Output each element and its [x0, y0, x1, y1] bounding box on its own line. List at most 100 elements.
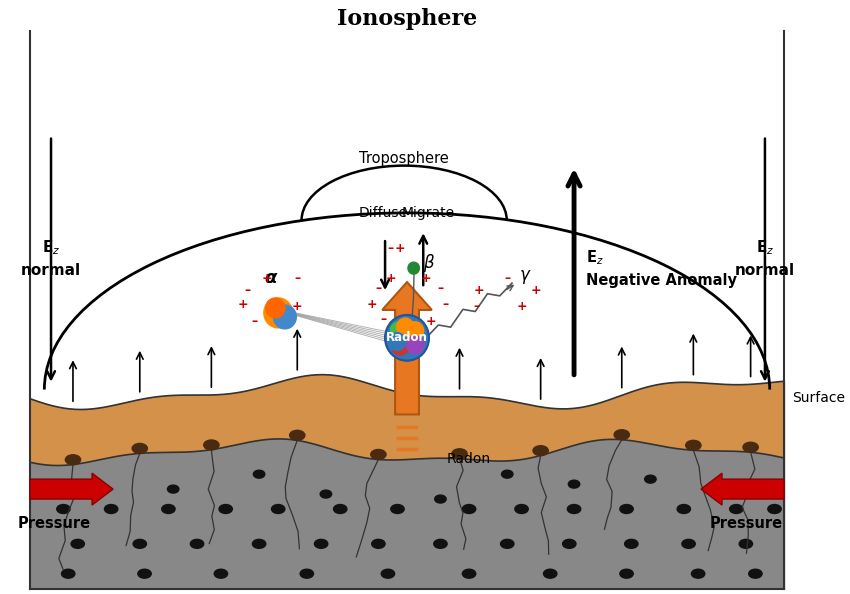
- Text: Radon: Radon: [386, 331, 428, 345]
- Ellipse shape: [434, 495, 446, 503]
- Circle shape: [264, 298, 292, 328]
- Ellipse shape: [462, 504, 476, 513]
- Ellipse shape: [371, 450, 386, 459]
- Text: E$_z$
normal: E$_z$ normal: [21, 238, 81, 278]
- Ellipse shape: [132, 444, 147, 453]
- Ellipse shape: [543, 569, 557, 578]
- Ellipse shape: [391, 504, 404, 513]
- Ellipse shape: [61, 569, 75, 578]
- Text: Pressure: Pressure: [709, 516, 782, 532]
- Circle shape: [274, 305, 297, 329]
- Ellipse shape: [686, 440, 701, 450]
- Ellipse shape: [743, 443, 758, 452]
- Ellipse shape: [452, 449, 468, 459]
- Text: Troposphere: Troposphere: [360, 151, 449, 166]
- Text: –: –: [442, 298, 448, 311]
- Circle shape: [392, 337, 409, 355]
- Text: Radon: Radon: [447, 452, 491, 466]
- Text: Diffuse: Diffuse: [359, 206, 408, 220]
- Ellipse shape: [57, 504, 70, 513]
- Ellipse shape: [691, 569, 705, 578]
- Ellipse shape: [729, 504, 743, 513]
- Ellipse shape: [204, 440, 219, 450]
- Text: +: +: [426, 315, 436, 328]
- Ellipse shape: [382, 569, 394, 578]
- Ellipse shape: [138, 569, 151, 578]
- Ellipse shape: [314, 539, 328, 548]
- FancyArrow shape: [30, 473, 113, 505]
- Text: α: α: [264, 269, 277, 287]
- Ellipse shape: [105, 504, 118, 513]
- Ellipse shape: [167, 485, 178, 493]
- Ellipse shape: [625, 539, 638, 548]
- Ellipse shape: [290, 430, 305, 440]
- Ellipse shape: [563, 539, 576, 548]
- Text: +: +: [386, 271, 396, 285]
- Ellipse shape: [190, 539, 204, 548]
- Text: –: –: [438, 282, 444, 295]
- Ellipse shape: [300, 569, 314, 578]
- Text: +: +: [421, 271, 432, 285]
- Text: –: –: [380, 314, 386, 326]
- Text: –: –: [473, 301, 479, 314]
- Ellipse shape: [333, 504, 347, 513]
- Circle shape: [406, 336, 423, 354]
- Polygon shape: [30, 439, 784, 589]
- Polygon shape: [30, 375, 784, 466]
- Text: Ionosphere: Ionosphere: [337, 8, 477, 30]
- Circle shape: [406, 322, 423, 340]
- Ellipse shape: [501, 539, 514, 548]
- Ellipse shape: [749, 569, 762, 578]
- Ellipse shape: [569, 480, 580, 488]
- Ellipse shape: [768, 504, 781, 513]
- Text: +: +: [473, 283, 484, 296]
- Circle shape: [388, 333, 405, 350]
- Ellipse shape: [677, 504, 690, 513]
- Ellipse shape: [434, 539, 447, 548]
- Text: –: –: [376, 282, 382, 295]
- Text: +: +: [292, 301, 303, 314]
- Circle shape: [408, 262, 419, 274]
- Ellipse shape: [219, 504, 232, 513]
- Ellipse shape: [133, 539, 146, 548]
- Circle shape: [390, 322, 407, 340]
- Ellipse shape: [71, 539, 84, 548]
- Ellipse shape: [615, 429, 629, 440]
- Ellipse shape: [533, 446, 548, 456]
- Ellipse shape: [253, 470, 265, 478]
- Circle shape: [385, 315, 429, 361]
- Ellipse shape: [711, 490, 723, 498]
- Ellipse shape: [682, 539, 695, 548]
- Ellipse shape: [502, 470, 513, 478]
- Text: +: +: [395, 242, 405, 255]
- Ellipse shape: [271, 504, 285, 513]
- Text: –: –: [252, 315, 258, 328]
- Text: γ: γ: [519, 266, 530, 284]
- Ellipse shape: [65, 455, 81, 465]
- Ellipse shape: [620, 569, 633, 578]
- Ellipse shape: [644, 475, 656, 483]
- Text: Surface: Surface: [791, 390, 845, 405]
- Text: –: –: [504, 271, 510, 285]
- Text: Pressure: Pressure: [17, 516, 90, 532]
- Ellipse shape: [462, 569, 476, 578]
- Ellipse shape: [214, 569, 228, 578]
- Ellipse shape: [620, 504, 633, 513]
- Circle shape: [397, 318, 414, 336]
- Text: +: +: [237, 298, 248, 311]
- Text: –: –: [294, 271, 300, 285]
- Ellipse shape: [371, 539, 385, 548]
- Text: +: +: [516, 301, 527, 314]
- Ellipse shape: [162, 504, 175, 513]
- Text: –: –: [388, 242, 394, 255]
- Text: Migrate: Migrate: [401, 206, 455, 220]
- Text: E$_z$
Negative Anomaly: E$_z$ Negative Anomaly: [586, 248, 736, 288]
- Ellipse shape: [320, 490, 332, 498]
- Ellipse shape: [740, 539, 752, 548]
- Text: +: +: [530, 283, 541, 296]
- Text: β: β: [423, 254, 434, 272]
- Text: E$_z$
normal: E$_z$ normal: [735, 238, 795, 278]
- Text: +: +: [262, 271, 272, 285]
- Text: –: –: [245, 283, 251, 296]
- Ellipse shape: [567, 504, 581, 513]
